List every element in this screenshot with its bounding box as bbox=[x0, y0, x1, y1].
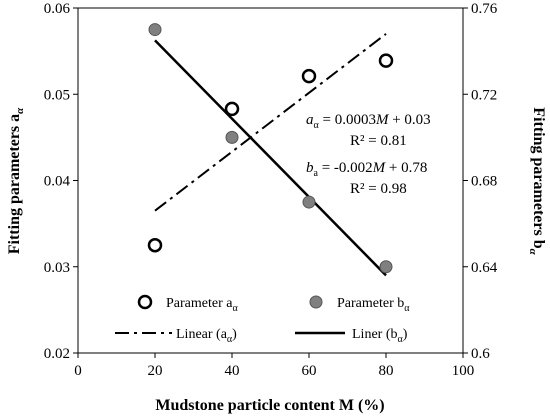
x-axis-title: Mudstone particle content M (%) bbox=[155, 397, 384, 414]
y-left-tick-label: 0.03 bbox=[44, 260, 70, 276]
r2-b: R² = 0.98 bbox=[350, 181, 407, 197]
x-tick-label: 0 bbox=[74, 363, 82, 379]
y-axis-right-title: Fitting parameters bα bbox=[527, 107, 547, 255]
legend-marker-b bbox=[309, 295, 323, 309]
y-axis-right: 0.6 0.64 0.68 0.72 0.76 bbox=[463, 1, 498, 362]
data-point-a bbox=[147, 237, 163, 253]
data-point-a bbox=[378, 53, 394, 68]
data-point-b bbox=[302, 195, 316, 209]
series-b-markers bbox=[148, 23, 393, 274]
data-point-a bbox=[301, 68, 317, 84]
y-right-tick-label: 0.76 bbox=[471, 1, 498, 17]
equation-b: ba = -0.002M + 0.78 bbox=[306, 160, 427, 179]
fit-line-b bbox=[154, 39, 387, 277]
legend-label-fit-a: Linear (aα) bbox=[176, 327, 237, 345]
legend-label-a: Parameter aα bbox=[166, 296, 238, 314]
data-point-b bbox=[225, 130, 239, 144]
y-left-tick-label: 0.04 bbox=[44, 174, 71, 190]
x-axis: 0 20 40 60 80 100 bbox=[74, 353, 474, 379]
y-right-tick-label: 0.72 bbox=[471, 87, 497, 103]
fit-line-a bbox=[154, 33, 387, 212]
x-tick-label: 40 bbox=[225, 363, 240, 379]
y-right-tick-label: 0.68 bbox=[471, 174, 497, 190]
r2-a: R² = 0.81 bbox=[350, 133, 407, 149]
x-tick-label: 80 bbox=[379, 363, 394, 379]
legend-label-fit-b: Liner (bα) bbox=[352, 327, 408, 345]
legend-marker-a bbox=[137, 294, 153, 310]
y-right-tick-label: 0.64 bbox=[471, 260, 498, 276]
data-point-a bbox=[224, 101, 240, 117]
y-left-tick-label: 0.06 bbox=[44, 1, 71, 17]
y-left-tick-label: 0.05 bbox=[44, 87, 70, 103]
x-tick-label: 20 bbox=[148, 363, 163, 379]
equation-a: aα = 0.0003M + 0.03 bbox=[306, 112, 431, 131]
data-point-b bbox=[148, 23, 162, 37]
series-a-markers bbox=[147, 53, 394, 253]
legend: Parameter aα Parameter bα Linear (aα) Li… bbox=[115, 294, 410, 345]
y-axis-left: 0.02 0.03 0.04 0.05 0.06 bbox=[44, 1, 78, 362]
legend-label-b: Parameter bα bbox=[337, 296, 410, 314]
y-right-tick-label: 0.6 bbox=[471, 346, 490, 362]
x-tick-label: 60 bbox=[302, 363, 317, 379]
y-left-tick-label: 0.02 bbox=[44, 346, 70, 362]
y-axis-left-title: Fitting parameters aα bbox=[6, 107, 26, 254]
x-tick-label: 100 bbox=[452, 363, 475, 379]
data-point-b bbox=[379, 260, 393, 274]
